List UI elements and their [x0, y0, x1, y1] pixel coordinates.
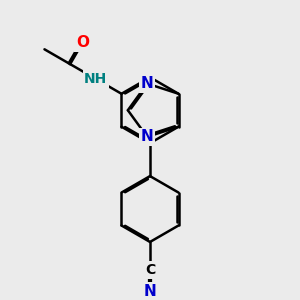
- Text: C: C: [145, 263, 155, 277]
- Text: O: O: [76, 35, 89, 50]
- Text: NH: NH: [84, 72, 107, 86]
- Text: N: N: [144, 284, 156, 299]
- Text: N: N: [141, 76, 154, 91]
- Text: N: N: [141, 129, 154, 144]
